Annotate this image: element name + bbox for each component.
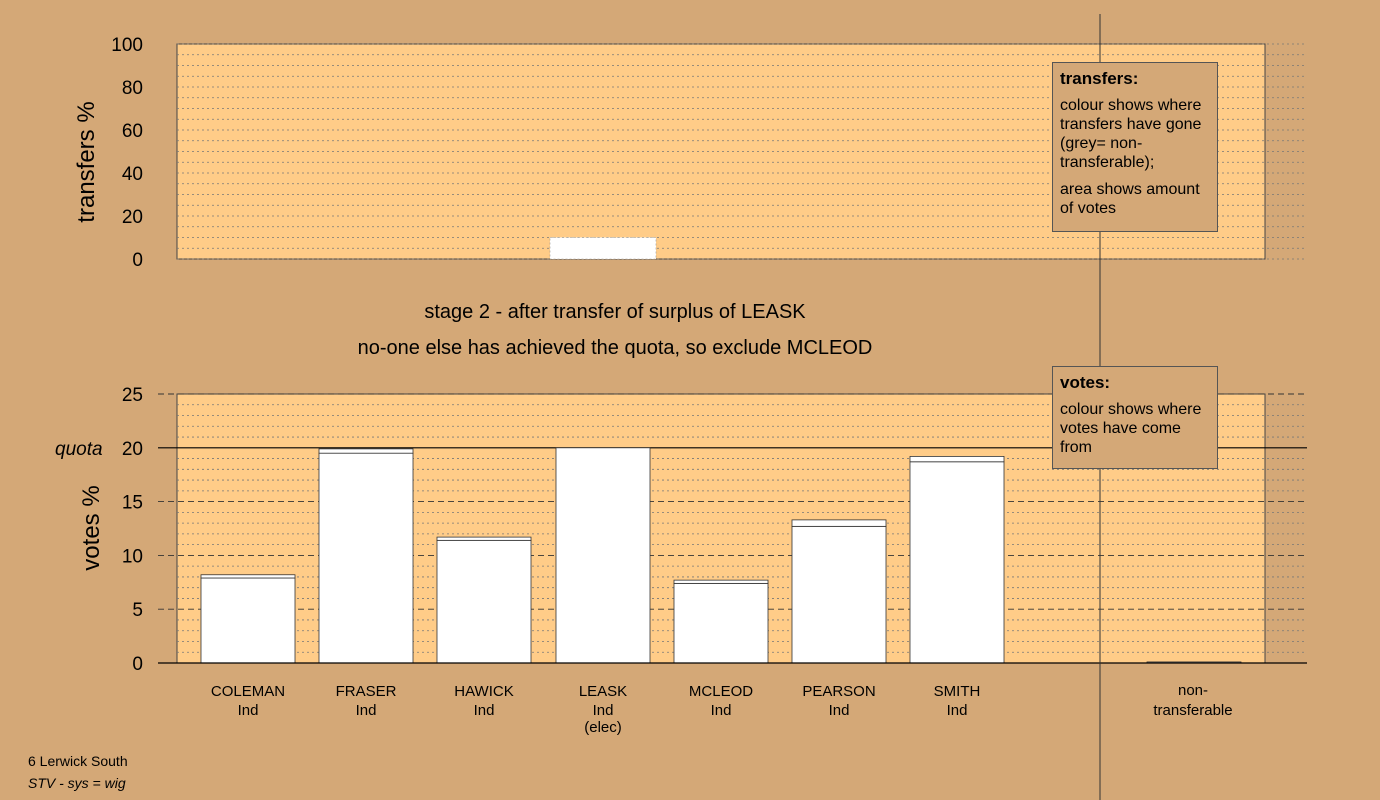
- transfers-legend-title: transfers:: [1060, 69, 1139, 88]
- candidate-party: Ind: [593, 702, 614, 719]
- exclusion-message: no-one else has achieved the quota, so e…: [358, 337, 873, 359]
- candidate-party: Ind: [829, 702, 850, 719]
- candidate-name: LEASK: [579, 683, 627, 700]
- transfers-legend-area-text: area shows amount of votes: [1060, 181, 1200, 217]
- footer-system-label: STV - sys = wig: [28, 775, 126, 791]
- votes-bar-leask: [555, 447, 651, 664]
- transfers-tick-label: 80: [122, 78, 143, 99]
- candidate-name: MCLEOD: [689, 683, 753, 700]
- candidate-name: HAWICK: [454, 683, 513, 700]
- non-transferable-label-2: transferable: [1153, 702, 1232, 719]
- transfers-axis-label: transfers %: [73, 101, 100, 222]
- transfers-bar-leask: [549, 237, 657, 260]
- transfers-tick-label: 60: [122, 121, 143, 142]
- votes-legend-title: votes:: [1060, 373, 1111, 392]
- footer-ward-name: 6 Lerwick South: [28, 753, 128, 769]
- votes-transfer-segment-coleman: [200, 574, 296, 579]
- transfers-legend: transfers: colour shows where transfers …: [1052, 62, 1218, 232]
- votes-transfer-segment-mcleod: [673, 579, 769, 584]
- votes-tick-label: 20: [122, 439, 143, 460]
- votes-tick-label: 25: [122, 385, 143, 406]
- transfers-tick-label: 40: [122, 164, 143, 185]
- non-transferable-label-1: non-: [1178, 682, 1208, 699]
- transfers-legend-colour-text: colour shows where transfers have gone (…: [1060, 97, 1202, 171]
- candidate-name: FRASER: [336, 683, 397, 700]
- candidate-party: Ind: [474, 702, 495, 719]
- votes-legend-colour-text: colour shows where votes have come from: [1060, 401, 1202, 456]
- candidate-party: Ind: [711, 702, 732, 719]
- votes-tick-label: 5: [132, 600, 143, 621]
- candidate-party: Ind: [356, 702, 377, 719]
- quota-label: quota: [55, 439, 103, 460]
- votes-legend: votes: colour shows where votes have com…: [1052, 366, 1218, 469]
- candidate-name: SMITH: [934, 683, 981, 700]
- stage-message: stage 2 - after transfer of surplus of L…: [424, 301, 806, 323]
- candidate-name: PEARSON: [802, 683, 875, 700]
- votes-tick-label: 15: [122, 493, 143, 514]
- transfers-tick-label: 100: [111, 35, 143, 56]
- votes-transfer-segment-hawick: [436, 536, 532, 541]
- votes-bar-mcleod: [673, 582, 769, 664]
- candidate-name: COLEMAN: [211, 683, 285, 700]
- votes-bar-smith: [909, 461, 1005, 664]
- transfers-tick-label: 20: [122, 207, 143, 228]
- votes-axis-label: votes %: [78, 485, 105, 570]
- votes-bar-coleman: [200, 577, 296, 664]
- votes-bar-fraser: [318, 452, 414, 664]
- votes-tick-label: 0: [132, 654, 143, 675]
- votes-tick-label: 10: [122, 546, 143, 567]
- transfers-tick-label: 0: [132, 250, 143, 271]
- votes-bar-pearson: [791, 525, 887, 664]
- candidate-party: Ind: [238, 702, 259, 719]
- votes-transfer-segment-fraser: [318, 448, 414, 454]
- votes-bar-hawick: [436, 539, 532, 664]
- candidate-note: (elec): [584, 719, 622, 736]
- votes-transfer-segment-smith: [909, 456, 1005, 463]
- candidate-party: Ind: [947, 702, 968, 719]
- votes-transfer-segment-pearson: [791, 519, 887, 527]
